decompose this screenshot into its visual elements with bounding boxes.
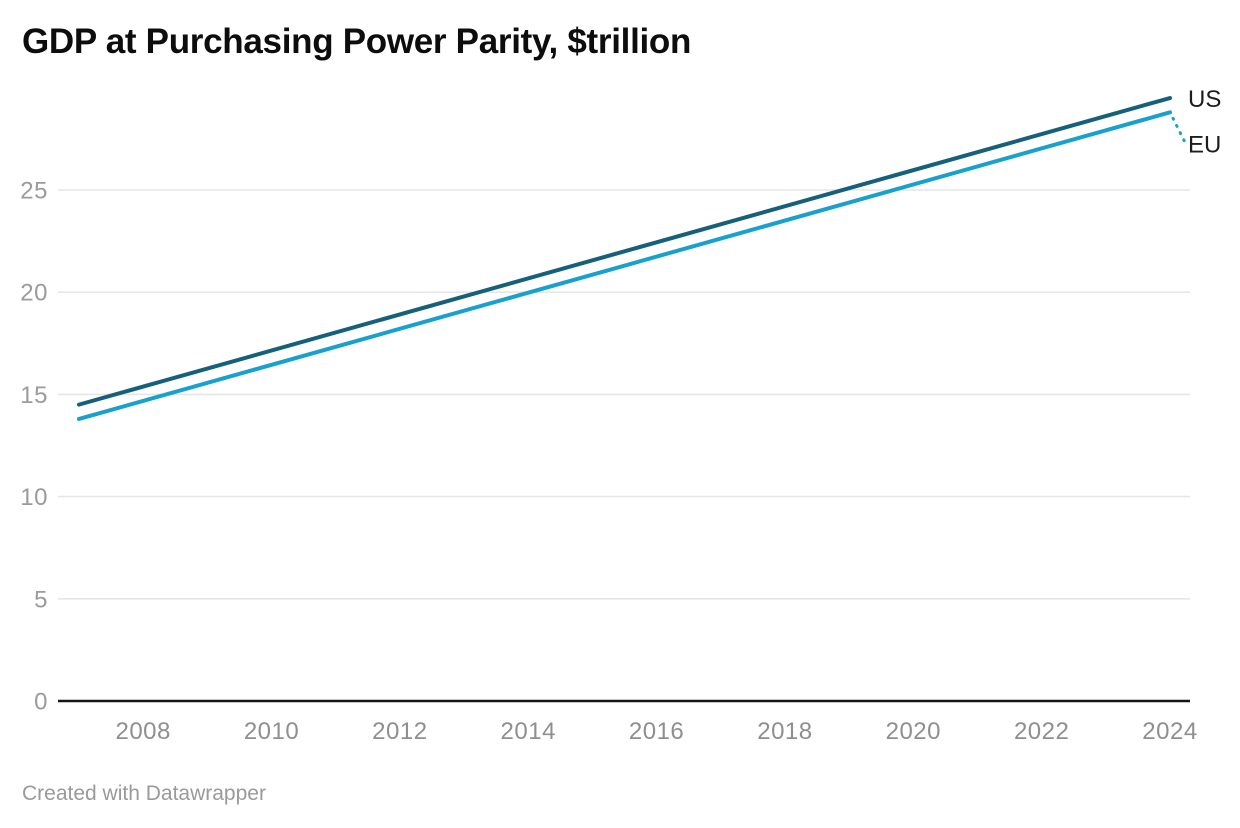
x-tick-label: 2008: [115, 718, 170, 745]
series-line-us: [77, 96, 1172, 407]
x-tick-label: 2020: [886, 718, 941, 745]
x-tick-label: 2014: [501, 718, 556, 745]
y-tick-label: 15: [20, 382, 48, 409]
series-label-us: US: [1188, 86, 1221, 113]
chart-title: GDP at Purchasing Power Parity, $trillio…: [22, 22, 692, 61]
x-tick-label: 2016: [629, 718, 684, 745]
attribution-link[interactable]: Created with Datawrapper: [22, 782, 266, 805]
line-chart: 0 5 10 15 20 25 2008 2010 2012 2014 2016 2018 2020 20…: [20, 86, 1221, 745]
eu-leader-line: [1171, 116, 1187, 144]
y-tick-label: 25: [20, 178, 48, 205]
y-tick-label: 10: [20, 484, 48, 511]
x-tick-label: 2010: [244, 718, 299, 745]
y-tick-label: 0: [34, 689, 48, 716]
x-tick-label: 2022: [1014, 718, 1069, 745]
x-tick-label: 2024: [1142, 718, 1197, 745]
y-tick-label: 5: [34, 586, 48, 613]
x-tick-label: 2018: [757, 718, 812, 745]
series-line-eu: [77, 110, 1172, 421]
series-label-eu: EU: [1188, 131, 1221, 158]
x-tick-label: 2012: [372, 718, 427, 745]
y-tick-label: 20: [20, 280, 48, 307]
